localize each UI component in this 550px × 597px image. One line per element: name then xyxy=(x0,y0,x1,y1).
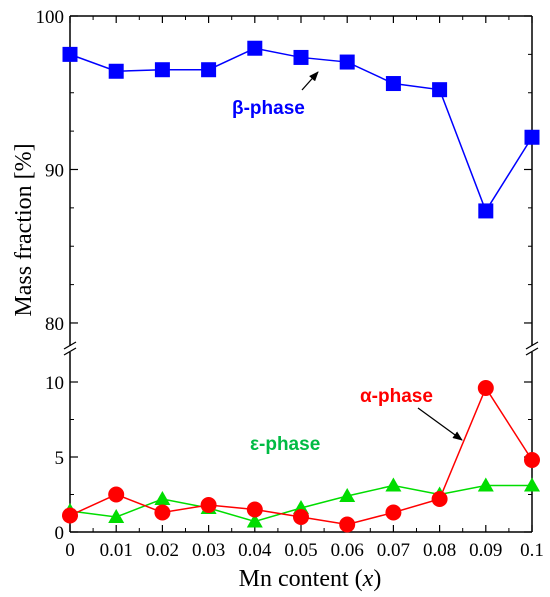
data-point-triangle xyxy=(246,513,263,528)
data-point-circle xyxy=(62,507,78,524)
axis-break-mark xyxy=(63,341,77,350)
series-markers xyxy=(62,40,540,533)
alpha-phase-label: α-phase xyxy=(360,386,433,407)
x-tick-label: 0.04 xyxy=(238,540,272,561)
data-point-square xyxy=(524,129,540,145)
x-tick-label: 0.09 xyxy=(469,540,502,561)
x-tick-label: 0.07 xyxy=(377,540,410,561)
x-axis-title: Mn content (x) xyxy=(239,566,382,592)
data-point-square xyxy=(339,54,355,70)
x-tick-label: 0 xyxy=(65,540,75,561)
data-point-square xyxy=(62,46,78,62)
data-point-circle xyxy=(339,516,356,533)
data-point-triangle xyxy=(385,477,402,492)
x-tick-label: 0.06 xyxy=(331,540,364,561)
y-tick-label-lower: 0 xyxy=(55,523,65,544)
epsilon-phase-label: ε-phase xyxy=(250,434,320,455)
axis-break-mark xyxy=(525,347,539,356)
axes: 0 0.01 0.02 0.03 0.04 0.05 0.06 0.07 0.08 0.09 0.1… xyxy=(36,7,544,561)
y-tick-label-upper: 80 xyxy=(45,314,64,335)
data-point-triangle xyxy=(339,488,356,502)
x-tick-label: 0.02 xyxy=(146,540,179,561)
data-point-circle xyxy=(431,491,448,507)
data-point-triangle xyxy=(154,491,171,505)
y-tick-label-upper: 90 xyxy=(45,160,64,181)
data-point-square xyxy=(385,76,401,92)
data-point-circle xyxy=(200,497,217,513)
x-tick-label: 0.05 xyxy=(284,540,317,561)
beta-phase-arrow xyxy=(301,71,319,91)
annotations: β-phase α-phase ε-phase Mn content (x) M… xyxy=(11,71,463,592)
axis-break-mark xyxy=(63,347,77,356)
data-point-square xyxy=(108,63,124,79)
x-tick-label: 0.01 xyxy=(100,540,133,561)
data-point-square xyxy=(154,62,170,78)
x-tick-label: 0.08 xyxy=(423,540,456,561)
y-tick-label-lower: 5 xyxy=(55,448,65,469)
axis-break-mark xyxy=(525,341,539,350)
data-point-circle xyxy=(477,380,494,396)
alpha-phase-arrow xyxy=(417,407,463,441)
data-point-triangle xyxy=(477,477,494,492)
data-point-circle xyxy=(524,452,540,468)
data-point-square xyxy=(201,62,217,78)
data-point-square xyxy=(247,40,263,56)
data-point-square xyxy=(432,82,448,98)
data-point-circle xyxy=(385,504,402,521)
data-point-square xyxy=(478,203,494,219)
y-tick-label-lower: 10 xyxy=(45,373,64,394)
y-axis-title: Mass fraction [%] xyxy=(11,143,37,316)
data-point-circle xyxy=(108,486,125,503)
x-tick-label: 0.1 xyxy=(520,540,544,561)
x-tick-label: 0.03 xyxy=(192,540,225,561)
y-tick-label-upper: 100 xyxy=(36,7,65,28)
data-point-triangle xyxy=(524,477,540,492)
data-point-circle xyxy=(246,501,263,518)
series-line-0 xyxy=(69,47,533,213)
beta-phase-label: β-phase xyxy=(232,98,305,119)
data-point-triangle xyxy=(108,509,125,523)
data-point-circle xyxy=(154,504,171,521)
data-point-circle xyxy=(293,509,309,525)
data-point-square xyxy=(293,49,309,65)
